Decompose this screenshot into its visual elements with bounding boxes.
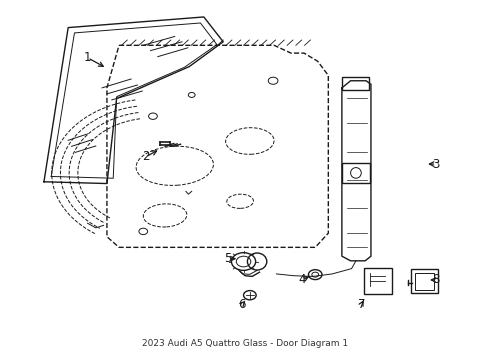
Text: 6: 6 (238, 298, 245, 311)
Text: 7: 7 (358, 298, 365, 311)
Text: 4: 4 (298, 274, 306, 287)
Text: 8: 8 (433, 274, 440, 287)
Text: 1: 1 (84, 51, 91, 64)
Text: 5: 5 (224, 252, 232, 265)
Text: 3: 3 (433, 158, 440, 171)
Text: 2: 2 (142, 150, 149, 163)
Text: 2023 Audi A5 Quattro Glass - Door Diagram 1: 2023 Audi A5 Quattro Glass - Door Diagra… (142, 339, 348, 348)
